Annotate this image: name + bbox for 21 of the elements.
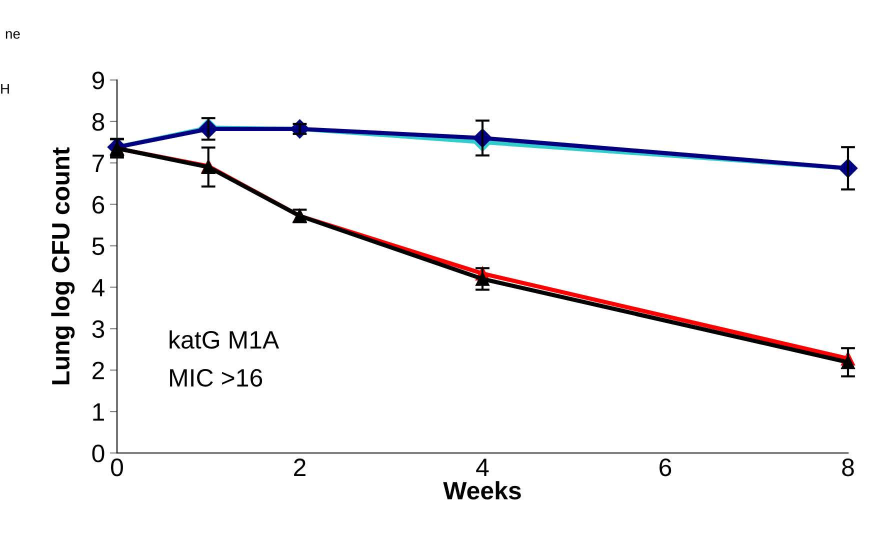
y-axis-title: Lung log CFU count <box>51 147 75 384</box>
y-tick-label: 3 <box>92 320 104 338</box>
x-tick-label: 6 <box>660 458 672 476</box>
annotation: katG M1A <box>170 330 280 349</box>
x-axis-title: Weeks <box>443 481 521 500</box>
y-tick-label: 5 <box>92 238 104 256</box>
x-tick-label: 2 <box>294 458 306 476</box>
text: ne <box>6 31 20 39</box>
y-tick-label: 1 <box>93 403 104 421</box>
y-tick-label: 6 <box>92 196 104 214</box>
x-tick-label: 0 <box>111 458 123 476</box>
y-tick-label: 4 <box>92 279 104 296</box>
x-tick-label: 8 <box>842 458 854 476</box>
x-tick-label: 4 <box>476 458 489 476</box>
y-tick-label: 7 <box>92 154 104 172</box>
y-tick-label: 2 <box>92 362 104 380</box>
text: H <box>1 84 9 94</box>
y-tick-label: 0 <box>92 444 104 462</box>
annotation: MIC >16 <box>170 369 262 387</box>
y-tick-label: 8 <box>92 113 104 131</box>
y-tick-label: 9 <box>92 72 104 90</box>
